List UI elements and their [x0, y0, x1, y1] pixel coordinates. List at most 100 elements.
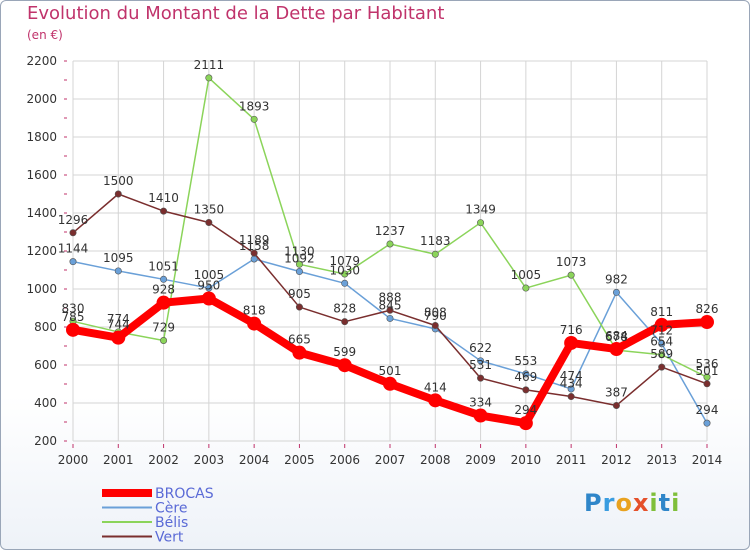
- data-label-bélis: 830: [62, 301, 85, 315]
- data-point-brocas: [201, 291, 216, 306]
- data-label-brocas: 818: [243, 304, 266, 318]
- data-point-brocas: [247, 316, 262, 331]
- x-tick-label: 2010: [511, 453, 542, 467]
- data-point-cère: [612, 288, 620, 296]
- data-point-bélis: [341, 270, 349, 278]
- data-point-brocas: [66, 322, 80, 337]
- data-label-brocas: 785: [62, 310, 85, 324]
- data-label-cère: 1051: [148, 259, 179, 273]
- data-point-brocas: [564, 335, 579, 350]
- data-label-brocas: 294: [514, 403, 537, 417]
- data-label-brocas: 744: [107, 318, 130, 332]
- data-label-vert: 387: [605, 385, 628, 399]
- data-point-brocas: [337, 358, 352, 373]
- data-label-vert: 469: [514, 370, 537, 384]
- data-point-cère: [295, 268, 303, 276]
- y-tick-label: 800: [34, 320, 57, 334]
- data-label-cère: 1030: [329, 263, 360, 277]
- data-label-cère: 553: [514, 354, 537, 368]
- data-label-vert: 905: [288, 287, 311, 301]
- data-label-brocas: 414: [424, 380, 447, 394]
- data-point-vert: [431, 321, 439, 329]
- data-label-bélis: 1073: [556, 255, 587, 269]
- x-tick-label: 2003: [194, 453, 225, 467]
- data-point-vert: [250, 249, 258, 257]
- data-point-brocas: [383, 376, 397, 391]
- y-tick-label: 1000: [26, 282, 57, 296]
- data-label-vert: 1350: [194, 203, 225, 217]
- data-label-vert: 828: [333, 302, 356, 316]
- data-label-cère: 474: [560, 369, 583, 383]
- x-tick-label: 2007: [375, 453, 406, 467]
- y-tick-label: 1200: [26, 244, 57, 258]
- data-label-cère: 1005: [194, 268, 225, 282]
- x-tick-label: 2006: [329, 453, 360, 467]
- data-point-vert: [114, 190, 122, 198]
- data-label-brocas: 599: [333, 345, 356, 359]
- y-axis-ticks: 200 400 600 800 1000 1200 1400 1600 1800 2000 2200: [26, 54, 67, 448]
- data-label-cère: 1092: [284, 252, 315, 266]
- x-tick-label: 2012: [601, 453, 632, 467]
- data-point-bélis: [567, 271, 575, 279]
- data-point-brocas: [473, 408, 488, 423]
- data-point-cère: [205, 284, 213, 292]
- data-label-vert: 1410: [148, 191, 179, 205]
- data-point-bélis: [522, 284, 530, 292]
- data-label-brocas: 928: [152, 283, 175, 297]
- data-label-brocas: 811: [650, 305, 673, 319]
- x-tick-label: 2008: [420, 453, 451, 467]
- x-tick-label: 2013: [646, 453, 677, 467]
- legend-label-cère: Cère: [155, 501, 187, 517]
- proxiti-logo: Proxiti: [584, 489, 681, 517]
- y-tick-label: 2200: [26, 54, 57, 68]
- data-label-vert: 1500: [103, 174, 134, 188]
- data-label-brocas: 716: [560, 323, 583, 337]
- data-label-vert: 589: [650, 347, 673, 361]
- data-point-bélis: [205, 74, 213, 82]
- legend-label-vert: Vert: [155, 530, 184, 546]
- data-point-brocas: [700, 315, 714, 330]
- data-label-bélis: 1079: [329, 254, 360, 268]
- x-tick-label: 2004: [239, 453, 270, 467]
- data-label-bélis: 654: [650, 335, 673, 349]
- data-point-cère: [341, 279, 349, 287]
- data-label-cère: 790: [424, 309, 447, 323]
- data-point-vert: [522, 386, 530, 394]
- data-point-brocas: [518, 416, 533, 431]
- data-point-cère: [386, 314, 394, 322]
- y-tick-label: 200: [34, 434, 57, 448]
- data-label-bélis: 774: [107, 312, 130, 326]
- data-point-vert: [567, 393, 575, 401]
- data-point-cère: [703, 419, 711, 427]
- x-tick-label: 2005: [284, 453, 315, 467]
- y-tick-label: 1600: [26, 168, 57, 182]
- data-label-cère: 1095: [103, 251, 134, 265]
- data-label-brocas: 334: [469, 396, 492, 410]
- data-label-vert: 1189: [239, 233, 270, 247]
- data-point-brocas: [111, 330, 126, 345]
- data-label-cère: 982: [605, 272, 628, 286]
- data-label-cère: 1158: [239, 239, 270, 253]
- data-point-brocas: [428, 393, 443, 408]
- x-tick-label: 2014: [692, 453, 723, 467]
- data-label-bélis: 536: [696, 357, 719, 371]
- data-label-cère: 622: [469, 341, 492, 355]
- data-label-brocas: 950: [197, 279, 220, 293]
- data-label-bélis: 1893: [239, 99, 270, 113]
- chart-title: Evolution du Montant de la Dette par Hab…: [27, 3, 445, 24]
- data-label-vert: 1296: [58, 213, 89, 227]
- data-point-vert: [69, 229, 77, 237]
- data-labels: 785 744 928 950 818 665 599 501 414 334 294 716 684 8…: [58, 58, 719, 417]
- data-point-vert: [341, 318, 349, 326]
- data-label-brocas: 826: [696, 302, 719, 316]
- data-label-brocas: 665: [288, 333, 311, 347]
- data-point-cère: [114, 267, 122, 275]
- data-label-bélis: 1237: [375, 224, 406, 238]
- legend-label-brocas: BROCAS: [155, 486, 214, 502]
- data-label-vert: 501: [696, 364, 719, 378]
- x-tick-label: 2000: [58, 453, 89, 467]
- grid-lines: [72, 60, 708, 442]
- data-point-vert: [658, 363, 666, 371]
- data-point-vert: [612, 401, 620, 409]
